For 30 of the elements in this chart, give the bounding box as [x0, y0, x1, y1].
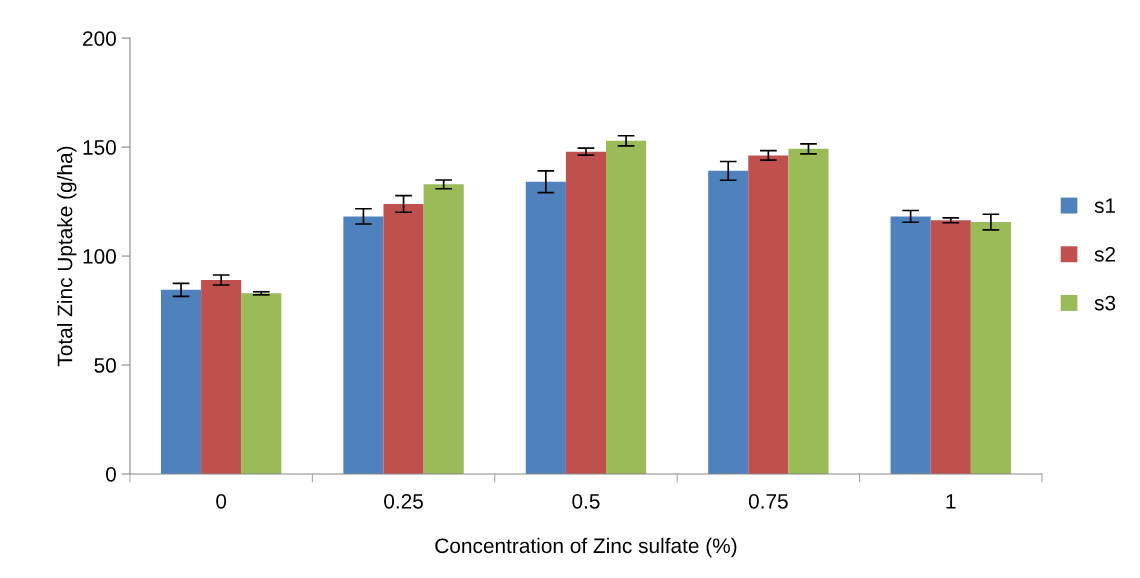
bar [525, 181, 566, 474]
bar [201, 280, 242, 474]
bar [930, 220, 971, 474]
legend-label: s3 [1094, 295, 1116, 311]
y-tick-label: 200 [83, 31, 116, 46]
bar [748, 155, 789, 474]
x-tick-label: 0.5 [572, 493, 600, 509]
x-tick-label: 1 [946, 494, 956, 509]
bar [970, 222, 1011, 474]
y-tick-label: 150 [83, 140, 116, 155]
y-tick-label: 50 [94, 358, 116, 373]
y-tick-label: 100 [83, 249, 116, 264]
y-axis-title: Total Zinc Uptake (g/ha) [57, 146, 77, 367]
bar [423, 184, 464, 474]
bar [890, 216, 931, 474]
x-tick-label: 0 [216, 493, 227, 509]
bar [160, 289, 202, 474]
bar [383, 203, 424, 474]
bar [241, 293, 282, 474]
x-axis-title: Concentration of Zinc sulfate (%) [435, 537, 737, 558]
legend-label: s1 [1094, 198, 1116, 213]
legend-label: s2 [1094, 246, 1115, 262]
bar [606, 140, 647, 474]
bar [343, 216, 384, 474]
bar [788, 148, 829, 474]
y-tick-label: 0 [105, 466, 116, 482]
x-tick-label: 0.75 [748, 493, 788, 509]
x-tick-label: 0.25 [384, 493, 423, 509]
bar [565, 151, 607, 474]
bar [708, 170, 749, 474]
